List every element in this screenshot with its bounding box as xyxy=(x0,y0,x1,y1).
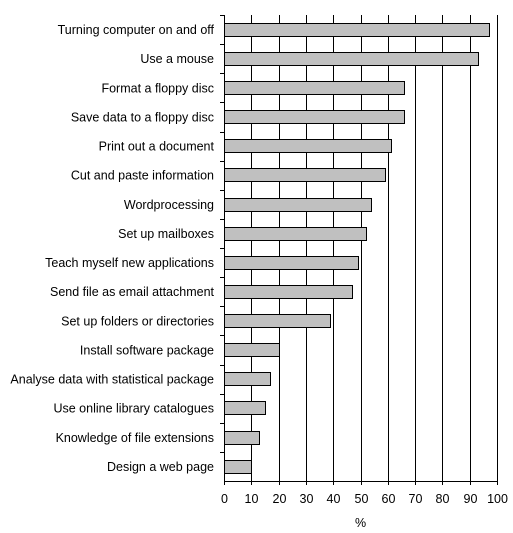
bar xyxy=(224,256,359,270)
category-label: Wordprocessing xyxy=(124,198,214,212)
bar xyxy=(224,401,266,415)
category-label: Print out a document xyxy=(99,140,215,154)
x-tick-label: 0 xyxy=(221,492,228,506)
bar xyxy=(224,227,367,241)
bar xyxy=(224,168,386,182)
bar xyxy=(224,372,271,386)
category-label: Analyse data with statistical package xyxy=(10,373,214,387)
bar xyxy=(224,139,392,153)
x-tick-label: 90 xyxy=(464,492,478,506)
category-label: Install software package xyxy=(80,343,214,357)
x-axis-title: % xyxy=(355,516,366,530)
bar xyxy=(224,431,260,445)
x-tick-label: 40 xyxy=(327,492,341,506)
x-tick-labels: 0 10 20 30 40 50 60 70 80 90 100 xyxy=(221,492,508,506)
x-tick-label: 60 xyxy=(382,492,396,506)
x-tick-label: 50 xyxy=(355,492,369,506)
x-tick-label: 10 xyxy=(245,492,259,506)
bar xyxy=(224,460,252,474)
bars xyxy=(224,23,490,474)
bar xyxy=(224,314,331,328)
bar xyxy=(224,285,353,299)
bar xyxy=(224,81,405,95)
bar xyxy=(224,110,405,124)
x-tick-label: 70 xyxy=(409,492,423,506)
category-label: Send file as email attachment xyxy=(50,285,215,299)
category-label: Format a floppy disc xyxy=(101,81,214,95)
x-tick-label: 80 xyxy=(436,492,450,506)
x-tick-label: 100 xyxy=(487,492,508,506)
category-labels: Turning computer on and off Use a mouse Fo… xyxy=(10,23,214,474)
x-tick-label: 30 xyxy=(300,492,314,506)
category-label: Design a web page xyxy=(107,460,214,474)
bar xyxy=(224,52,479,66)
category-label: Cut and paste information xyxy=(71,169,214,183)
category-label: Knowledge of file extensions xyxy=(56,431,214,445)
category-label: Set up mailboxes xyxy=(118,227,214,241)
category-label: Use a mouse xyxy=(140,52,214,66)
category-label: Set up folders or directories xyxy=(61,314,214,328)
x-tick-label: 20 xyxy=(273,492,287,506)
category-label: Save data to a floppy disc xyxy=(71,110,214,124)
axes xyxy=(224,15,498,482)
category-label: Use online library catalogues xyxy=(53,402,214,416)
bar xyxy=(224,343,280,357)
category-label: Teach myself new applications xyxy=(45,256,214,270)
bar xyxy=(224,198,372,212)
category-label: Turning computer on and off xyxy=(58,23,215,37)
bar xyxy=(224,23,490,37)
